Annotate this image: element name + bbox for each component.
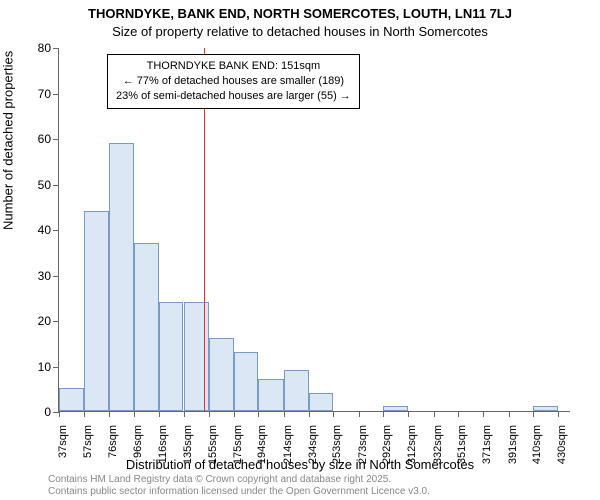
y-tick-label: 70	[38, 87, 51, 101]
annotation-line2: ← 77% of detached houses are smaller (18…	[116, 74, 351, 89]
y-tick	[53, 321, 59, 322]
histogram-bar	[309, 393, 333, 411]
histogram-bar	[59, 388, 84, 411]
x-tick-label: 37sqm	[57, 425, 69, 458]
y-tick	[53, 276, 59, 277]
annotation-line1: THORNDYKE BANK END: 151sqm	[116, 59, 351, 74]
y-tick-label: 20	[38, 314, 51, 328]
x-tick	[533, 411, 534, 417]
x-tick	[558, 411, 559, 417]
x-tick	[258, 411, 259, 417]
x-tick-label: 76sqm	[107, 425, 119, 458]
x-tick	[359, 411, 360, 417]
y-tick	[53, 94, 59, 95]
x-tick	[458, 411, 459, 417]
footer-line2: Contains public sector information licen…	[48, 486, 430, 498]
y-tick	[53, 48, 59, 49]
histogram-bar	[533, 406, 558, 411]
histogram-bar	[258, 379, 283, 411]
histogram-bar	[209, 338, 234, 411]
chart-title-sub: Size of property relative to detached ho…	[0, 24, 600, 39]
histogram-bar	[134, 243, 159, 411]
x-tick-label: 57sqm	[82, 425, 94, 458]
histogram-bar	[284, 370, 309, 411]
histogram-bar	[383, 406, 408, 411]
y-tick-label: 60	[38, 132, 51, 146]
y-tick-label: 10	[38, 360, 51, 374]
x-tick	[159, 411, 160, 417]
x-tick	[333, 411, 334, 417]
x-tick	[234, 411, 235, 417]
y-tick-label: 50	[38, 178, 51, 192]
x-axis-label: Distribution of detached houses by size …	[0, 457, 600, 472]
chart-title-main: THORNDYKE, BANK END, NORTH SOMERCOTES, L…	[0, 6, 600, 21]
x-tick	[509, 411, 510, 417]
x-tick	[109, 411, 110, 417]
x-tick	[434, 411, 435, 417]
y-tick-label: 30	[38, 269, 51, 283]
x-tick	[59, 411, 60, 417]
x-tick	[383, 411, 384, 417]
y-tick-label: 40	[38, 223, 51, 237]
footer-attribution: Contains HM Land Registry data © Crown c…	[48, 474, 430, 498]
annotation-line3: 23% of semi-detached houses are larger (…	[116, 89, 351, 104]
histogram-bar	[234, 352, 258, 411]
x-tick	[483, 411, 484, 417]
y-tick	[53, 139, 59, 140]
x-tick	[134, 411, 135, 417]
y-tick-label: 80	[38, 41, 51, 55]
x-tick-label: 96sqm	[132, 425, 144, 458]
chart-container: { "titles": { "main": "THORNDYKE, BANK E…	[0, 0, 600, 500]
y-tick	[53, 230, 59, 231]
y-tick-label: 0	[44, 405, 51, 419]
histogram-bar	[184, 302, 209, 411]
x-tick	[408, 411, 409, 417]
histogram-bar	[109, 143, 134, 411]
histogram-bar	[84, 211, 108, 411]
x-tick	[84, 411, 85, 417]
annotation-box: THORNDYKE BANK END: 151sqm ← 77% of deta…	[107, 54, 360, 109]
footer-line1: Contains HM Land Registry data © Crown c…	[48, 474, 430, 486]
x-tick	[209, 411, 210, 417]
y-tick	[53, 185, 59, 186]
x-tick	[309, 411, 310, 417]
y-axis-label: Number of detached properties	[1, 51, 16, 230]
histogram-bar	[159, 302, 183, 411]
y-tick	[53, 367, 59, 368]
x-tick	[184, 411, 185, 417]
plot-area: 0102030405060708037sqm57sqm76sqm96sqm116…	[58, 48, 570, 412]
x-tick	[284, 411, 285, 417]
